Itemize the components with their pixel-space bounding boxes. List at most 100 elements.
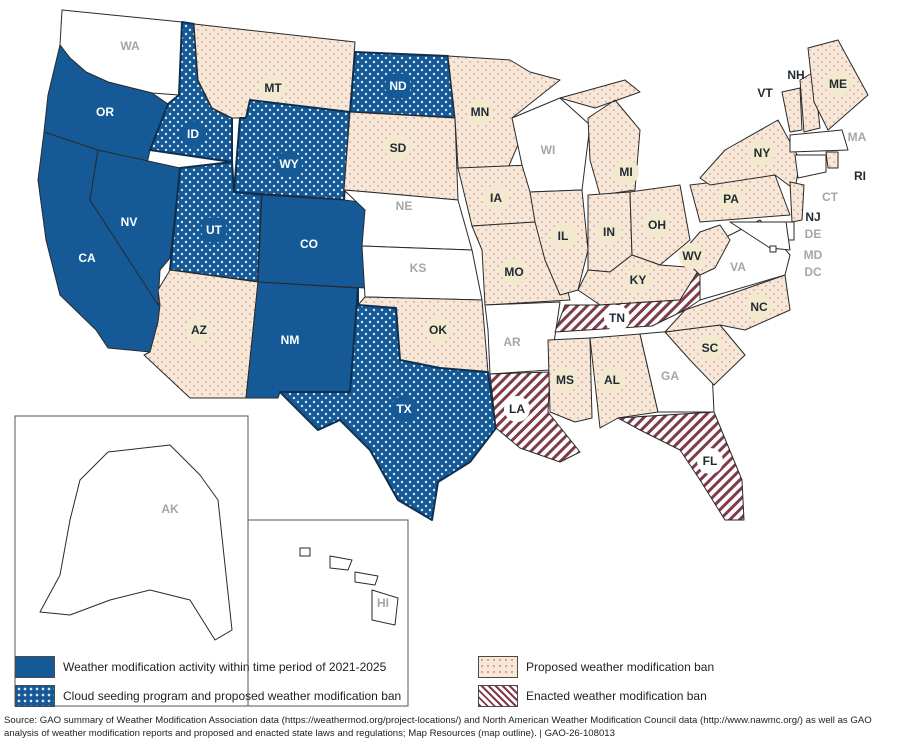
state-label-ky: KY (630, 273, 647, 287)
legend-swatch-cloud-seeding (15, 685, 55, 707)
label-badge-tn (604, 305, 630, 331)
state-label-ma: MA (848, 130, 867, 144)
label-badge-ok (425, 317, 451, 343)
state-label-vt: VT (757, 86, 773, 100)
label-badge-pa (718, 186, 744, 212)
state-label-mt: MT (264, 81, 282, 95)
state-label-fl: FL (703, 454, 718, 468)
label-badge-il (550, 223, 576, 249)
state-vt (781, 87, 803, 133)
state-label-mi: MI (619, 165, 632, 179)
label-badge-ny (749, 140, 775, 166)
state-ct (794, 154, 827, 179)
label-badge-mt (260, 75, 286, 101)
state-label-nh: NH (787, 68, 804, 82)
state-label-mn: MN (471, 105, 490, 119)
state-label-dc: DC (804, 265, 822, 279)
state-label-tx: TX (396, 402, 411, 416)
label-badge-wy (276, 151, 302, 177)
state-label-ar: AR (503, 335, 521, 349)
state-hi (299, 547, 399, 626)
label-badge-tx (391, 396, 417, 422)
label-badge-oh (644, 212, 670, 238)
state-label-ga: GA (661, 369, 679, 383)
state-label-ia: IA (490, 191, 502, 205)
legend-item-proposed: Proposed weather modification ban (478, 655, 714, 679)
label-badge-wv (679, 243, 705, 269)
label-badge-mo (501, 259, 527, 285)
state-label-il: IL (558, 229, 569, 243)
legend-item-enacted: Enacted weather modification ban (478, 684, 707, 708)
legend-label-enacted: Enacted weather modification ban (526, 689, 707, 703)
legend-label-activity: Weather modification activity within tim… (63, 660, 387, 674)
state-md (729, 221, 791, 251)
state-label-al: AL (604, 373, 620, 387)
label-badge-in (596, 219, 622, 245)
state-wy (233, 99, 351, 201)
legend-label-cloud-seeding: Cloud seeding program and proposed weath… (63, 689, 402, 703)
state-ma (789, 129, 849, 153)
label-badge-ky (625, 267, 651, 293)
label-badge-id (180, 121, 206, 147)
state-label-wa: WA (120, 39, 140, 53)
label-badge-ms (552, 367, 578, 393)
state-label-wv: WV (682, 249, 701, 263)
label-badge-ut (201, 217, 227, 243)
label-badge-mi (613, 159, 639, 185)
state-dc (769, 245, 777, 253)
state-label-ny: NY (754, 146, 771, 160)
label-badge-sc (697, 335, 723, 361)
state-label-nm: NM (281, 333, 300, 347)
label-badge-az (186, 317, 212, 343)
state-fl (617, 411, 745, 521)
state-label-ks: KS (410, 261, 427, 275)
state-tx (279, 287, 497, 521)
state-nm (245, 281, 359, 399)
state-label-ok: OK (429, 323, 447, 337)
label-badge-nc (746, 294, 772, 320)
state-label-nc: NC (750, 300, 768, 314)
label-badge-fl (697, 448, 723, 474)
state-label-ut: UT (206, 223, 223, 237)
state-label-in: IN (603, 225, 615, 239)
state-label-ri: RI (854, 169, 866, 183)
state-label-or: OR (96, 105, 114, 119)
legend-item-activity: Weather modification activity within tim… (15, 655, 386, 679)
state-label-la: LA (509, 402, 525, 416)
state-label-hi: HI (377, 596, 389, 610)
state-label-ms: MS (556, 373, 574, 387)
legend-label-proposed: Proposed weather modification ban (526, 660, 715, 674)
label-badge-sd (385, 135, 411, 161)
state-label-ak: AK (161, 502, 179, 516)
state-label-nv: NV (121, 215, 138, 229)
label-badge-me (825, 71, 851, 97)
legend-swatch-enacted (478, 685, 518, 707)
state-label-wi: WI (541, 143, 556, 157)
state-label-tn: TN (609, 311, 625, 325)
label-badge-al (599, 367, 625, 393)
label-badge-la (504, 396, 530, 422)
legend-swatch-proposed (478, 656, 518, 678)
state-label-ca: CA (78, 251, 96, 265)
legend-item-cloud-seeding: Cloud seeding program and proposed weath… (15, 684, 401, 708)
state-label-pa: PA (723, 192, 739, 206)
state-label-ct: CT (822, 190, 839, 204)
state-label-id: ID (187, 127, 199, 141)
state-label-md: MD (804, 248, 823, 262)
state-label-sd: SD (390, 141, 407, 155)
state-nj (789, 181, 805, 223)
state-label-mo: MO (504, 265, 523, 279)
state-label-sc: SC (702, 341, 719, 355)
state-label-az: AZ (191, 323, 207, 337)
state-label-nd: ND (389, 79, 407, 93)
legend-swatch-activity (15, 656, 55, 678)
state-label-va: VA (730, 260, 746, 274)
label-badge-nd (385, 73, 411, 99)
label-badge-mn (467, 99, 493, 125)
state-label-de: DE (805, 227, 822, 241)
state-label-wy: WY (279, 157, 298, 171)
state-label-oh: OH (648, 218, 666, 232)
source-note: Source: GAO summary of Weather Modificat… (4, 715, 872, 739)
label-badge-ia (483, 185, 509, 211)
us-state-map: WA OR ID MT WY CA NV UT CO AZ NM ND SD NE KS OK TX MN IA MO… (14, 9, 869, 707)
